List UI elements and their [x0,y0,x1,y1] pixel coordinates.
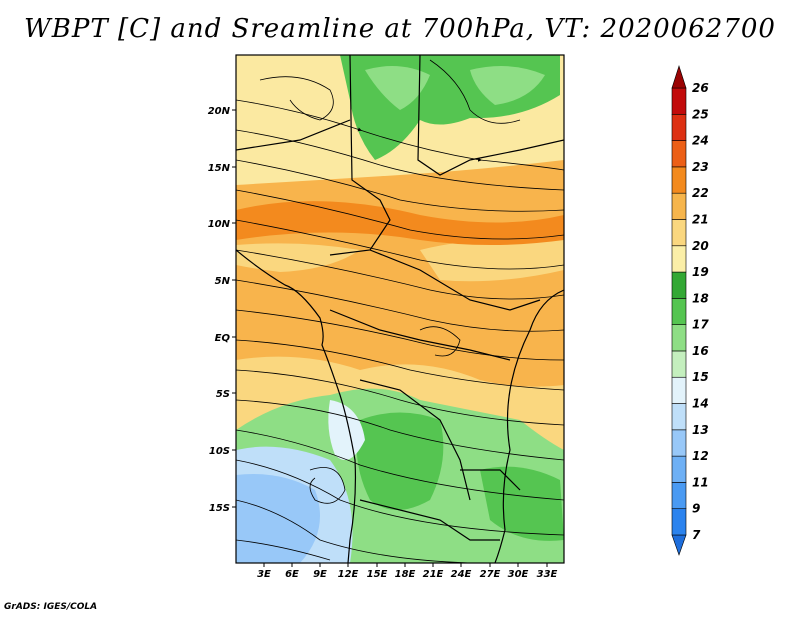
colorbar-segment [671,298,687,325]
lon-label: 18E [395,569,416,580]
colorbar-label: 13 [692,423,709,437]
colorbar-segment [671,166,687,194]
coastlines-borders [236,55,564,563]
colorbar-label: 20 [692,239,709,253]
lon-label: 3E [257,569,271,580]
lon-label: 30E [508,569,529,580]
colorbar-label: 24 [692,134,709,148]
lon-label: 15E [367,569,388,580]
colorbar-label: 18 [692,291,709,305]
map-panel [236,55,564,563]
lon-label: 6E [285,569,299,580]
lon-label: 33E [537,569,558,580]
colorbar-segment [671,87,687,115]
lat-label: 20N [208,106,231,117]
lon-label: 27E [480,569,501,580]
colorbar-label: 21 [692,212,709,226]
colorbar-label: 16 [692,344,709,358]
streamlines [236,59,564,563]
grads-credit: GrADS: IGES/COLA [4,602,98,612]
colorbar-segment [671,482,687,510]
colorbar-label: 17 [692,318,709,332]
lat-label: 10S [209,446,230,457]
lat-axis: 20N 15N 10N 5N EQ 5S 10S 15S [208,106,236,514]
colorbar-segment [671,350,687,378]
colorbar-segment [671,403,687,431]
colorbar-label: 26 [692,81,709,95]
lon-label: 12E [338,569,359,580]
lon-label: 24E [451,569,472,580]
lat-label: 15S [209,503,230,514]
map-frame [235,54,565,564]
lat-label: 5N [215,276,231,287]
colorbar-label: 12 [692,449,709,463]
colorbar-segment [671,245,687,273]
colorbar-label: 22 [692,186,709,200]
colorbar-segment [671,113,687,141]
colorbar-label: 7 [692,528,701,542]
lon-label: 21E [423,569,444,580]
colorbar-label: 14 [692,397,709,411]
colorbar-label: 23 [692,160,709,174]
chart-title: WBPT [C] and Sreamline at 700hPa, VT: 20… [24,14,776,44]
lat-label: 10N [208,219,231,230]
colorbar-segment [671,455,687,483]
colorbar-segment [671,429,687,457]
colorbar-segment [671,324,687,352]
colorbar-label: 11 [692,475,709,489]
lon-axis: 3E 6E 9E 12E 15E 18E 21E 24E 27E 30E 33E [257,563,558,580]
colorbar-segment [671,140,687,168]
lon-label: 9E [313,569,327,580]
colorbar-label: 25 [692,107,709,121]
colorbar-label: 9 [692,502,700,516]
lat-label: 5S [216,389,230,400]
colorbar-segment [671,271,687,299]
colorbar-segment [671,508,687,536]
colorbar-segment [671,376,687,404]
colorbar: 7 9 11 12 13 14 15 16 17 18 19 20 21 22 23 24 25 26 [671,65,709,556]
lat-label: 15N [208,163,231,174]
colorbar-label: 19 [692,265,709,279]
colorbar-segment [671,192,687,220]
colorbar-segment [671,219,687,247]
colorbar-min-triangle [671,534,687,556]
colorbar-label: 15 [692,370,709,384]
lat-label: EQ [215,333,231,344]
colorbar-max-triangle [671,65,687,89]
